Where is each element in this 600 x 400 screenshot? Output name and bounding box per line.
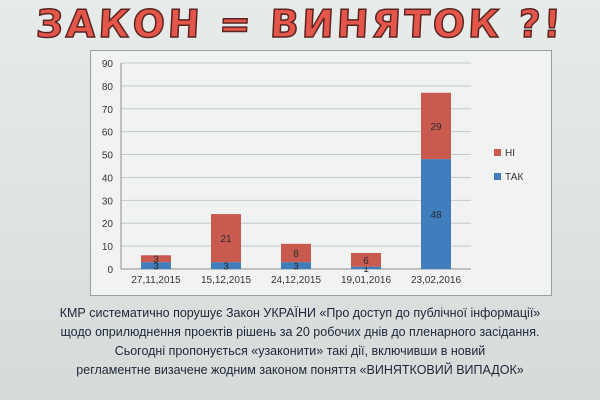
x-tick-label: 27,11,2015 <box>131 275 181 286</box>
y-tick-label: 80 <box>102 82 114 93</box>
x-tick-label: 23,02,2016 <box>411 275 461 286</box>
caption-line-2: щодо оприлюднення проектів рішень за 20 … <box>60 325 540 339</box>
y-tick-label: 20 <box>102 219 114 230</box>
data-label: 8 <box>293 249 299 260</box>
bar-ni <box>281 243 311 263</box>
bar-ni <box>141 255 171 263</box>
data-label: 3 <box>223 262 229 273</box>
stacked-bar-chart: 01020304050607080903327,11,201532115,12,… <box>102 59 524 286</box>
headline: ЗАКОН = ВИНЯТОК ?! <box>34 1 565 47</box>
y-tick-label: 90 <box>102 59 114 70</box>
y-tick-label: 60 <box>102 128 114 139</box>
caption-line-3: Сьогодні пропонується «узаконити» такі д… <box>114 344 486 358</box>
legend-swatch <box>494 149 501 156</box>
bar-tak <box>351 266 381 269</box>
caption: КМР систематично порушує Закон УКРАЇНИ «… <box>20 304 580 380</box>
bar-ni <box>351 252 381 267</box>
y-tick-label: 50 <box>102 151 114 162</box>
data-label: 21 <box>220 234 232 245</box>
bar-tak <box>421 159 451 269</box>
chart-frame: 0 10 20 30 40 50 60 70 80 90 3 3 27,11,2015 3 21 15,12,… <box>90 50 552 296</box>
bar-ni <box>211 214 241 263</box>
bar-tak <box>281 262 311 269</box>
data-label: 3 <box>293 262 299 273</box>
legend-swatch <box>494 173 501 180</box>
data-label: 1 <box>363 264 369 275</box>
y-tick-label: 0 <box>107 265 113 276</box>
bar-tak <box>211 262 241 269</box>
y-tick-label: 30 <box>102 196 114 207</box>
data-label: 3 <box>153 255 159 266</box>
bar-ni <box>421 92 451 160</box>
data-label: 48 <box>430 210 442 221</box>
y-tick-label: 70 <box>102 105 114 116</box>
data-label: 6 <box>363 256 369 267</box>
x-tick-label: 19,01,2016 <box>341 275 391 286</box>
caption-line-1: КМР систематично порушує Закон УКРАЇНИ «… <box>59 306 541 320</box>
y-tick-label: 10 <box>102 242 114 253</box>
data-label: 3 <box>153 262 159 273</box>
bar-tak <box>141 262 171 269</box>
x-tick-label: 15,12,2015 <box>201 275 251 286</box>
legend-label: ТАК <box>505 172 523 183</box>
caption-line-4: регламентне визачене жодним законом поня… <box>76 363 524 377</box>
x-tick-label: 24,12,2015 <box>271 275 321 286</box>
data-label: 29 <box>430 122 442 133</box>
y-tick-label: 40 <box>102 173 114 184</box>
legend-label: НІ <box>505 148 515 159</box>
